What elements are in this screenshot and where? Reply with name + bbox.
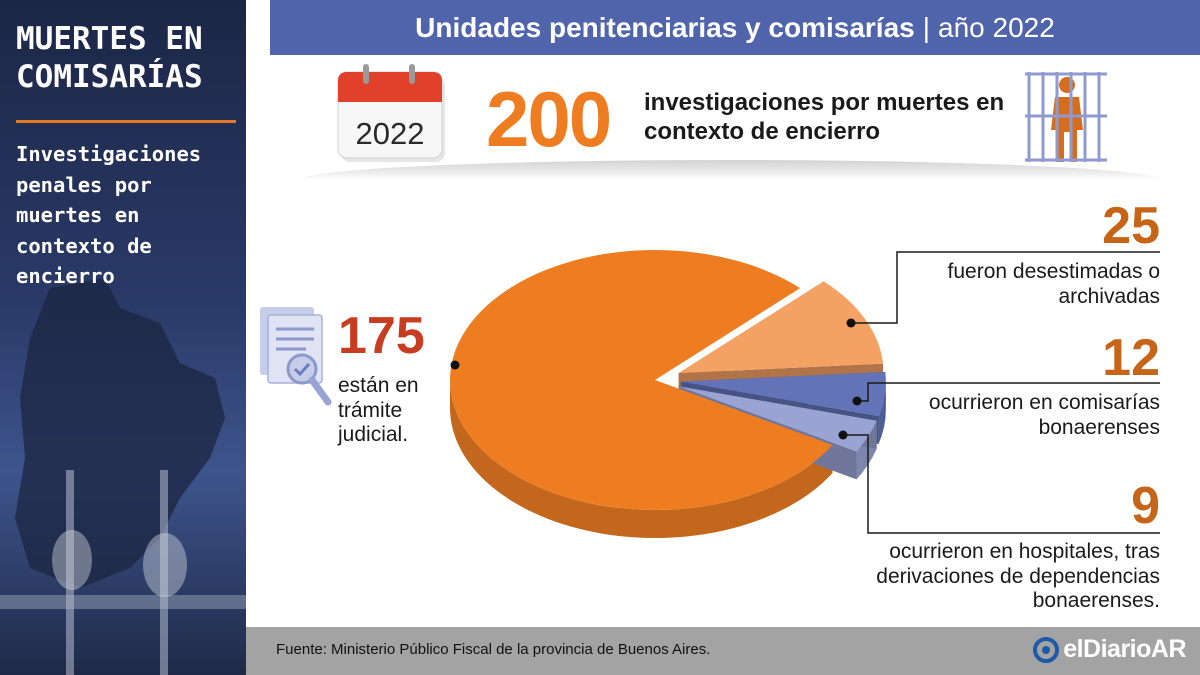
sidebar-title: MUERTES EN COMISARÍAS [16,21,203,95]
summary-band [300,160,1160,180]
header-separator: | [922,11,931,43]
leader-line-comisarias [857,382,1160,402]
leader-dot-hospitales [838,430,848,440]
leader-line-desestimadas [851,251,1160,324]
slice-value-hospitales: 9 [1131,477,1160,535]
document-check-icon [260,307,332,406]
brand-logo-icon [1033,636,1060,663]
sidebar: MUERTES EN COMISARÍAS Investigaciones pe… [0,0,246,675]
brand-logo[interactable]: elDiarioAR [1033,635,1186,664]
prison-icon [1025,72,1107,162]
sidebar-divider [16,120,236,123]
pie-slice-side-tramite [450,380,833,538]
slice-label-comisarias: ocurrieron en comisarías bonaerenses [928,391,1160,439]
source-note: Fuente: Ministerio Público Fiscal de la … [276,641,711,658]
total-label: investigaciones por muertes en contexto … [644,89,1005,145]
sidebar-subtitle: Investigaciones penales por muertes en c… [16,142,202,288]
slice-label-hospitales: ocurrieron en hospitales, tras derivacio… [876,540,1160,612]
pie-slice-desestimadas [678,281,884,374]
calendar-icon: 2022 [337,64,445,162]
slice-value-desestimadas: 25 [1102,197,1160,255]
slice-value-comisarias: 12 [1102,329,1160,387]
prison-bars-photo [0,470,246,675]
header-year: año 2022 [938,11,1055,43]
slice-value-tramite: 175 [338,307,425,365]
pie-slice-tramite [449,250,833,511]
header-bar: Unidades penitenciarias y comisarías | a… [270,0,1200,55]
leader-dot-desestimadas [846,318,856,328]
pie-slice-hospitales [678,386,877,452]
total-count: 200 [486,75,612,163]
brand-name: elDiarioAR [1063,635,1186,663]
pie-slice-comisarias [680,372,886,416]
slice-label-desestimadas: fueron desestimadas o archivadas [947,260,1160,308]
pie-slice-side-comisarias [878,381,886,444]
footer-bar: Fuente: Ministerio Público Fiscal de la … [246,627,1200,675]
leader-dot-comisarias [852,396,862,406]
header-title: Unidades penitenciarias y comisarías [415,11,915,43]
leader-dot-tramite [450,360,460,370]
calendar-year: 2022 [356,116,425,151]
leader-line-hospitales [843,434,1160,534]
slice-label-tramite: están en trámite judicial. [338,374,419,446]
